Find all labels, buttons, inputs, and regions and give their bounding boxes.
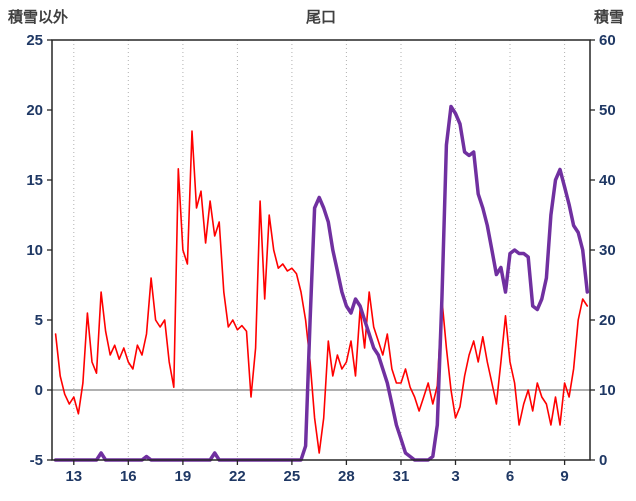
left-tick-label: 20 bbox=[26, 102, 43, 119]
x-tick-label: 28 bbox=[338, 468, 355, 485]
x-tick-label: 13 bbox=[65, 468, 82, 485]
snow-depth-series-line bbox=[53, 104, 590, 462]
left-tick-label: -5 bbox=[30, 452, 43, 469]
left-axis-title: 積雪以外 bbox=[8, 9, 69, 26]
right-tick-label: 0 bbox=[599, 452, 607, 469]
left-tick-label: 0 bbox=[35, 382, 43, 399]
right-tick-label: 10 bbox=[599, 382, 616, 399]
x-tick-label: 22 bbox=[229, 468, 246, 485]
left-tick-label: 5 bbox=[35, 312, 43, 329]
x-tick-label: 31 bbox=[393, 468, 410, 485]
right-tick-label: 50 bbox=[599, 102, 616, 119]
left-tick-label: 15 bbox=[26, 172, 43, 189]
x-tick-label: 9 bbox=[560, 468, 568, 485]
right-tick-label: 30 bbox=[599, 242, 616, 259]
x-tick-label: 6 bbox=[506, 468, 514, 485]
left-tick-label: 10 bbox=[26, 242, 43, 259]
left-tick-label: 25 bbox=[26, 32, 43, 49]
plot-background bbox=[52, 40, 590, 460]
x-tick-label: 3 bbox=[451, 468, 459, 485]
x-tick-label: 16 bbox=[120, 468, 137, 485]
right-tick-label: 20 bbox=[599, 312, 616, 329]
x-tick-label: 25 bbox=[284, 468, 301, 485]
temperature-series-line bbox=[54, 130, 589, 454]
right-tick-label: 60 bbox=[599, 32, 616, 49]
chart-title: 尾口 bbox=[305, 9, 336, 26]
right-tick-label: 40 bbox=[599, 172, 616, 189]
right-axis-title: 積雪 bbox=[593, 9, 624, 26]
x-tick-label: 19 bbox=[175, 468, 192, 485]
